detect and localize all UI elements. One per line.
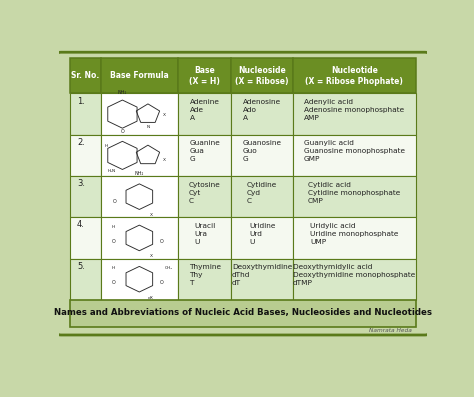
Text: N: N (146, 125, 150, 129)
Bar (231, 258, 293, 300)
Text: O: O (112, 280, 116, 285)
Text: Names and Abbreviations of Nucleic Acid Bases, Nucleosides and Nucleotides: Names and Abbreviations of Nucleic Acid … (54, 308, 432, 317)
Text: Deoxythymidylic acid
Deoxythymidine monophosphate
dTMP: Deoxythymidylic acid Deoxythymidine mono… (293, 264, 415, 286)
Bar (178, 217, 231, 258)
Bar (101, 58, 178, 93)
Text: X: X (163, 158, 165, 162)
Bar (231, 94, 293, 135)
Bar (178, 135, 231, 176)
Bar (70, 258, 101, 300)
Text: dX: dX (148, 296, 154, 300)
Text: Adenosine
Ado
A: Adenosine Ado A (243, 99, 281, 121)
Text: Base
(X = H): Base (X = H) (189, 66, 220, 86)
Text: Uracil
Ura
U: Uracil Ura U (194, 223, 215, 245)
Bar (101, 217, 178, 258)
Text: Guanosine
Guo
G: Guanosine Guo G (243, 140, 282, 162)
Bar (101, 135, 178, 176)
Text: X: X (149, 213, 153, 217)
Text: O: O (120, 129, 124, 135)
Text: H: H (104, 145, 108, 148)
Bar (178, 258, 231, 300)
Bar (70, 58, 101, 93)
Bar (70, 300, 416, 327)
Bar (231, 217, 293, 258)
Text: Cytidic acid
Cytidine monophosphate
CMP: Cytidic acid Cytidine monophosphate CMP (308, 181, 401, 204)
Text: 4.: 4. (77, 220, 85, 229)
Bar (70, 94, 101, 135)
Text: NH₂: NH₂ (135, 171, 144, 176)
Text: 3.: 3. (77, 179, 85, 188)
Text: Uridine
Urd
U: Uridine Urd U (249, 223, 275, 245)
Text: Uridylic acid
Uridine monophosphate
UMP: Uridylic acid Uridine monophosphate UMP (310, 223, 398, 245)
Text: Sr. No.: Sr. No. (72, 71, 100, 81)
Text: Deoxythymidine
dThd
dT: Deoxythymidine dThd dT (232, 264, 292, 286)
Bar (70, 176, 101, 217)
Text: Thymine
Thy
T: Thymine Thy T (189, 264, 220, 286)
Text: Cytidine
Cyd
C: Cytidine Cyd C (247, 181, 277, 204)
Bar (293, 176, 416, 217)
Text: H: H (111, 266, 115, 270)
Text: 2.: 2. (77, 138, 85, 147)
Bar (178, 176, 231, 217)
Text: Guanine
Gua
G: Guanine Gua G (189, 140, 220, 162)
Text: 5.: 5. (77, 262, 85, 271)
Bar (101, 94, 178, 135)
Bar (178, 58, 231, 93)
Text: H₂N: H₂N (108, 169, 116, 173)
Bar (293, 58, 416, 93)
Bar (178, 94, 231, 135)
Text: Cytosine
Cyt
C: Cytosine Cyt C (189, 181, 220, 204)
Text: Namrata Heda: Namrata Heda (369, 328, 412, 333)
Text: O: O (112, 239, 116, 243)
Text: O: O (113, 199, 117, 204)
Bar (231, 176, 293, 217)
Text: NH₂: NH₂ (118, 90, 127, 95)
Bar (293, 135, 416, 176)
Bar (70, 217, 101, 258)
Bar (293, 258, 416, 300)
FancyBboxPatch shape (55, 52, 430, 335)
Text: X: X (163, 114, 165, 118)
Text: Nucleoside
(X = Ribose): Nucleoside (X = Ribose) (236, 66, 289, 86)
Bar (231, 135, 293, 176)
Text: Nucleotide
(X = Ribose Phophate): Nucleotide (X = Ribose Phophate) (305, 66, 403, 86)
Bar (70, 135, 101, 176)
Bar (293, 217, 416, 258)
Bar (231, 58, 293, 93)
Text: CH₃: CH₃ (164, 266, 173, 270)
Text: Base Formula: Base Formula (110, 71, 169, 81)
Text: O: O (160, 239, 164, 243)
Text: Adenine
Ade
A: Adenine Ade A (190, 99, 219, 121)
Text: H: H (111, 225, 115, 229)
Text: 1.: 1. (77, 96, 85, 106)
Text: Guanylic acid
Guanosine monophosphate
GMP: Guanylic acid Guanosine monophosphate GM… (304, 140, 405, 162)
Text: Adenylic acid
Adenosine monophosphate
AMP: Adenylic acid Adenosine monophosphate AM… (304, 99, 404, 121)
Text: O: O (160, 280, 164, 285)
Bar (101, 258, 178, 300)
Bar (101, 176, 178, 217)
Text: X: X (149, 254, 153, 258)
Bar (293, 94, 416, 135)
